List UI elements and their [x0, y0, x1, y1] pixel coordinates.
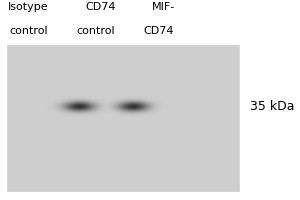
Text: CD74: CD74	[85, 2, 116, 12]
Text: Isotype: Isotype	[8, 2, 49, 12]
Bar	[6, 44, 240, 192]
Text: CD74: CD74	[144, 26, 174, 36]
Text: control: control	[77, 26, 115, 36]
Text: control: control	[9, 26, 48, 36]
Text: 35 kDa: 35 kDa	[250, 99, 295, 112]
Text: MIF-: MIF-	[152, 2, 175, 12]
